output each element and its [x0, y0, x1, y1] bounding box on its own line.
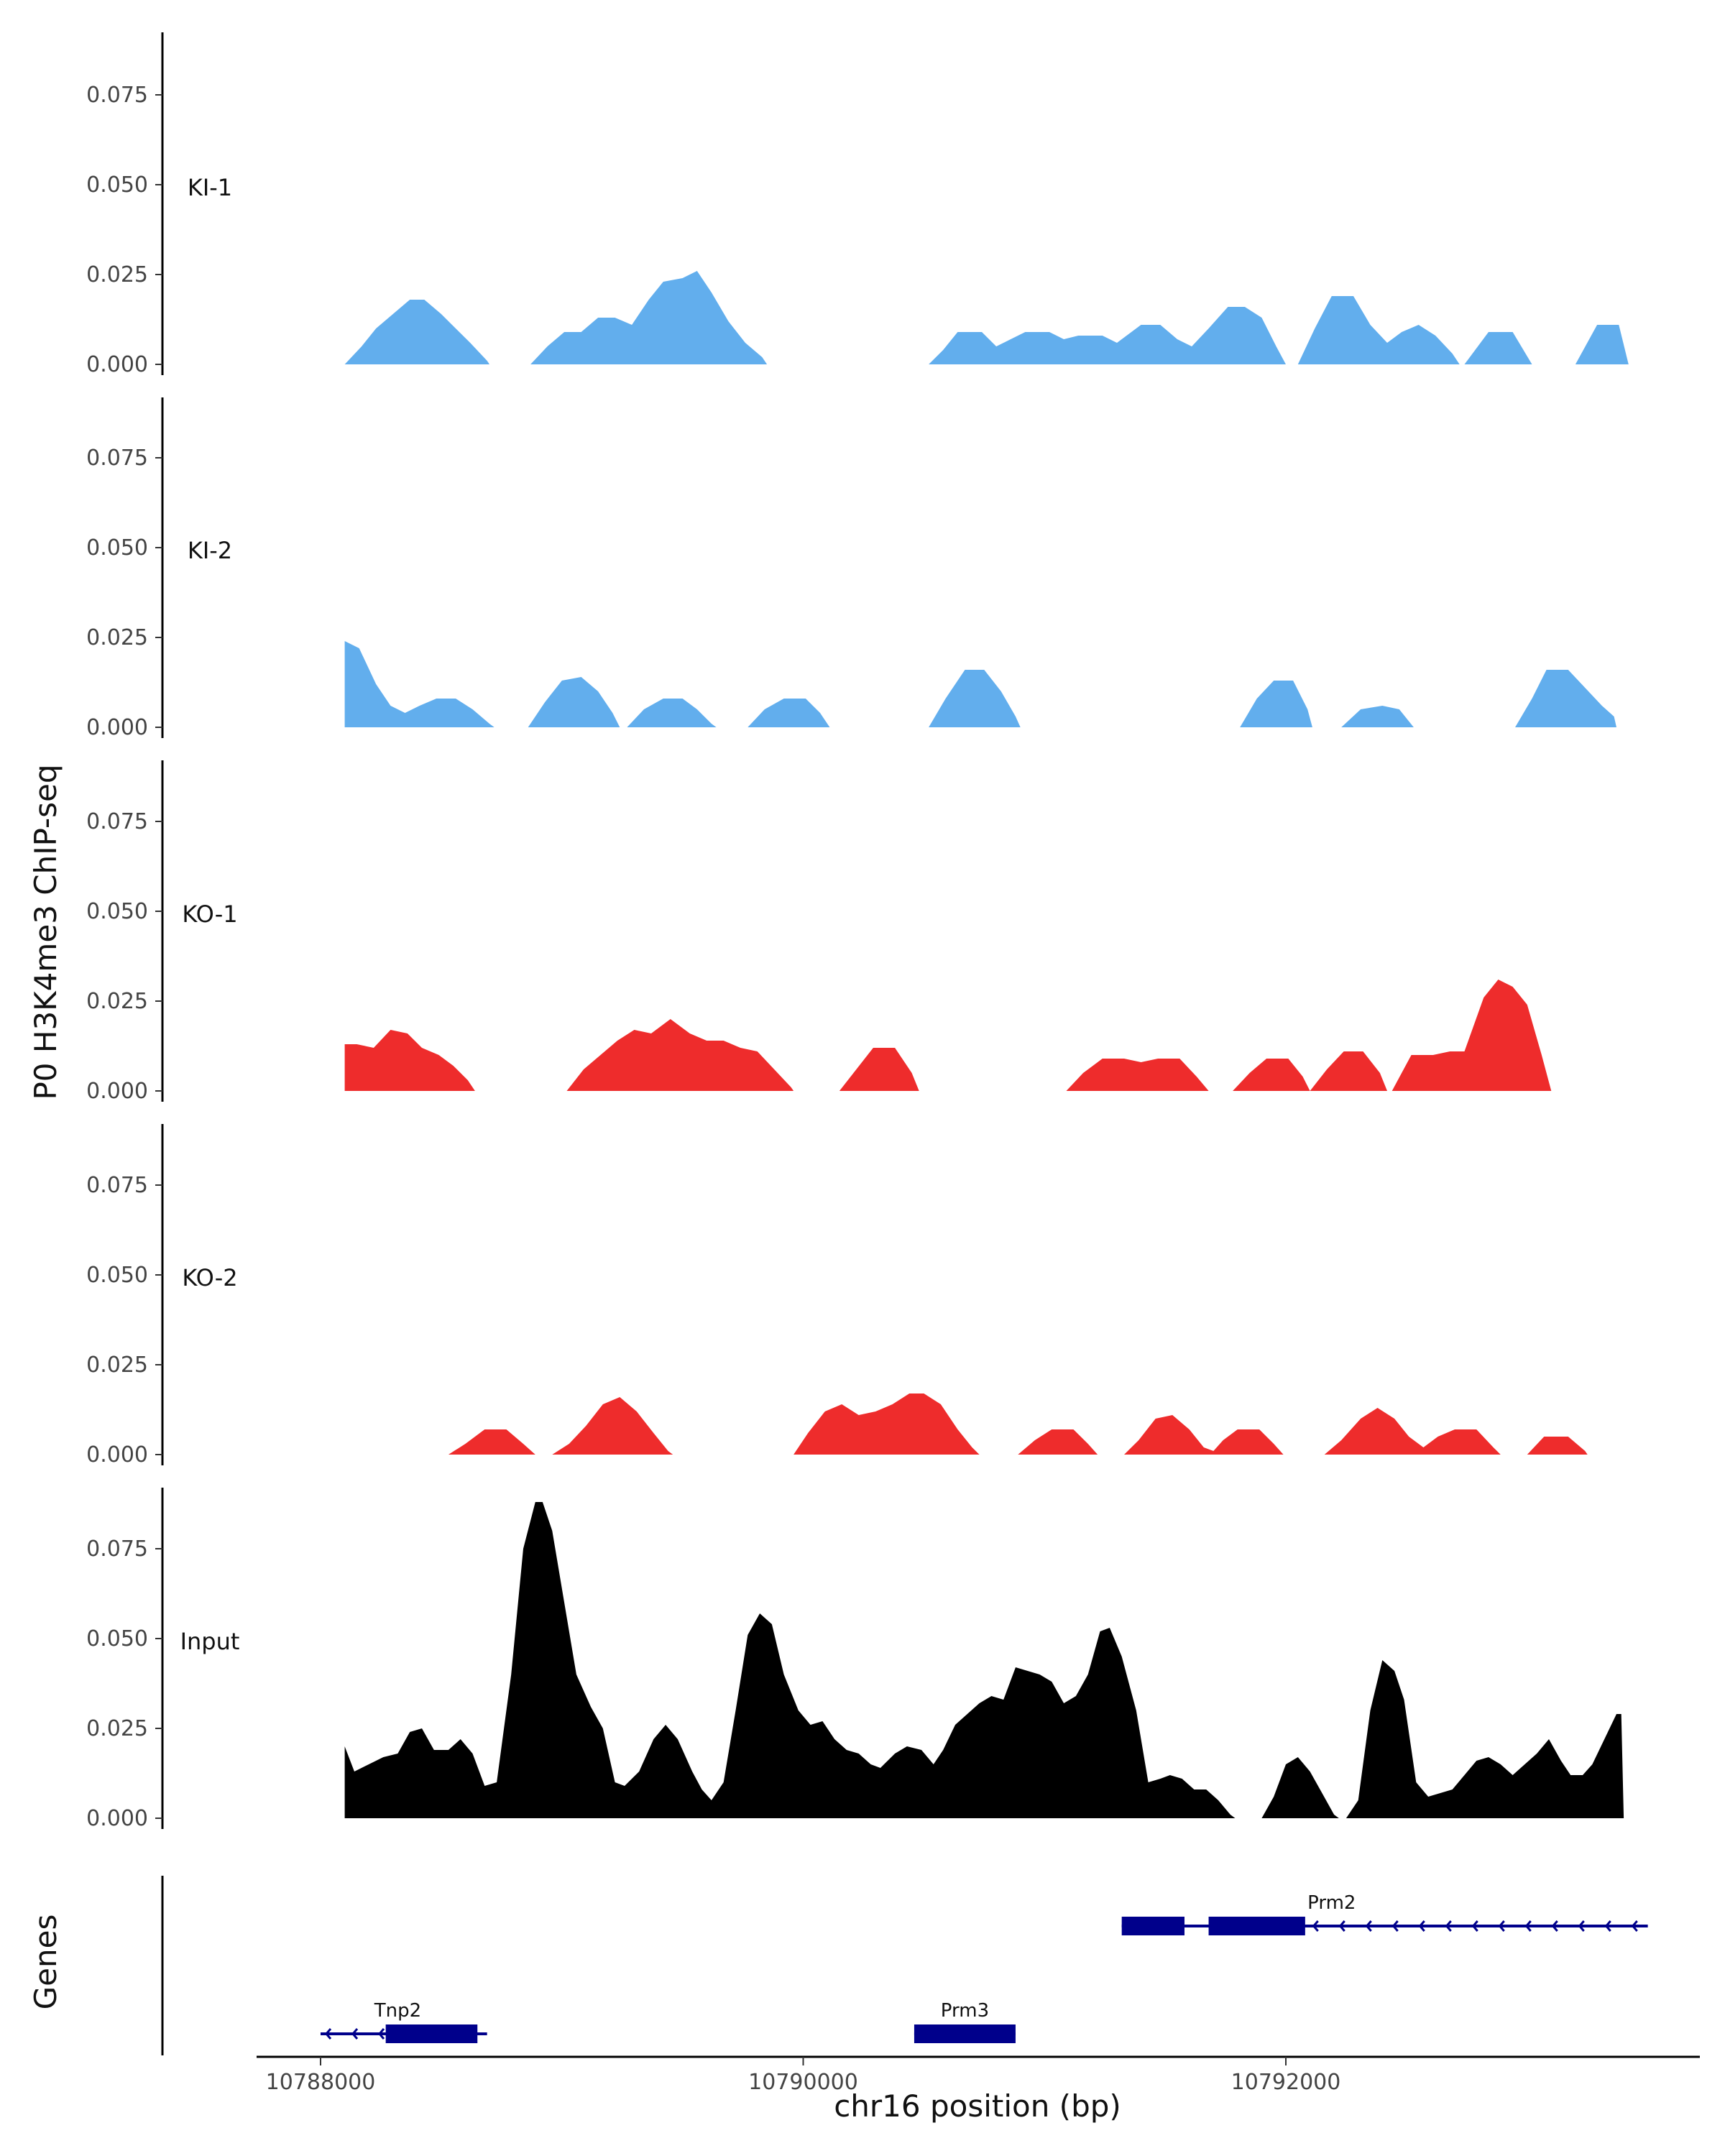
gene-prm2: Prm2 [1121, 1892, 1648, 1935]
gene-tnp2: Tnp2 [321, 2000, 487, 2043]
gene-exon [1208, 1917, 1305, 1935]
gene-exon [914, 2024, 1016, 2043]
strand-arrow [1604, 1920, 1611, 1932]
y-tick-label: 0.025 [86, 989, 148, 1014]
signal-peak [344, 1030, 475, 1091]
strand-arrow [1418, 1920, 1425, 1932]
signal-peak [1018, 1429, 1098, 1455]
strand-arrow [1471, 1920, 1478, 1932]
track-label: KI-2 [188, 537, 232, 564]
signal-peak [1346, 1660, 1624, 1818]
signal-peak [1261, 1757, 1339, 1818]
signal-peak [344, 300, 489, 364]
strand-arrow [1631, 1920, 1638, 1932]
gene-exon [1121, 1917, 1184, 1935]
strand-arrow [1578, 1920, 1585, 1932]
track-ko-2: 0.000 0.025 0.050 0.075 KO-2 [86, 1124, 1588, 1468]
strand-arrow [1551, 1920, 1558, 1932]
signal-peak [839, 1048, 919, 1091]
y-tick-label: 0.025 [86, 1716, 148, 1741]
signal-peak [1324, 1408, 1501, 1455]
y-tick-label: 0.000 [86, 1442, 148, 1468]
gene-label: Tnp2 [374, 2000, 421, 2022]
y-tick-label: 0.025 [86, 262, 148, 287]
signal-peak [794, 1393, 980, 1455]
strand-arrow [325, 2028, 332, 2040]
signal-peak [344, 1502, 1236, 1818]
signal-peak [1240, 681, 1312, 727]
y-tick-label: 0.000 [86, 1806, 148, 1831]
signal-peak [929, 307, 1286, 364]
signal-peak [448, 1429, 535, 1455]
gene-label: Prm3 [941, 2000, 989, 2022]
y-tick-label: 0.075 [86, 1173, 148, 1198]
gene-label: Prm2 [1307, 1892, 1356, 1914]
y-tick-label: 0.000 [86, 715, 148, 740]
y-tick-label: 0.000 [86, 352, 148, 377]
signal-peak [1310, 1051, 1387, 1091]
signal-peak [1464, 332, 1532, 364]
signal-peak [552, 1397, 673, 1455]
strand-arrow [1338, 1920, 1346, 1932]
y-tick-label: 0.025 [86, 625, 148, 650]
signal-peak [528, 677, 620, 727]
x-tick-label: 10790000 [748, 2070, 858, 2095]
strand-arrow [1524, 1920, 1532, 1932]
x-axis-title: chr16 position (bp) [834, 2088, 1121, 2124]
genes-group: Tnp2 Prm3 Prm2 [161, 1876, 1648, 2055]
track-input: 0.000 0.025 0.050 0.075 Input [86, 1488, 1624, 1831]
strand-arrow [1312, 1920, 1319, 1932]
signal-peak [1124, 1415, 1284, 1455]
strand-arrow [1392, 1920, 1399, 1932]
y-axis-title: P0 H3K4me3 ChIP-seq [28, 764, 63, 1100]
signal-peak [1066, 1059, 1209, 1091]
track-label: KO-2 [182, 1264, 237, 1291]
signal-peak [1527, 1437, 1588, 1455]
signal-peak [1515, 670, 1616, 727]
x-tick-label: 10792000 [1231, 2070, 1341, 2095]
x-axis: 10788000 10790000 10792000 [257, 2055, 1700, 2095]
x-tick-label: 10788000 [266, 2070, 376, 2095]
signal-peak [566, 1019, 794, 1091]
gene-prm3: Prm3 [914, 2000, 1016, 2043]
signal-peak [1233, 1059, 1310, 1091]
strand-arrow [378, 2028, 385, 2040]
y-tick-label: 0.075 [86, 83, 148, 108]
y-tick-label: 0.075 [86, 809, 148, 834]
gene-exon [385, 2024, 478, 2043]
genes-axis-title: Genes [28, 1915, 63, 2010]
signal-peak [344, 641, 494, 727]
strand-arrow [1365, 1920, 1372, 1932]
strand-arrow [1498, 1920, 1505, 1932]
signal-peak [627, 699, 717, 727]
track-ki-1: 0.000 0.025 0.050 0.075 KI-1 [86, 32, 1629, 377]
tracks-group: 0.0000.0250.0500.075KI-10.0000.0250.0500… [86, 32, 1629, 1831]
y-tick-label: 0.050 [86, 1626, 148, 1651]
y-tick-label: 0.050 [86, 535, 148, 561]
signal-peak [1575, 325, 1629, 364]
strand-arrow [1445, 1920, 1452, 1932]
track-label: KI-1 [188, 174, 232, 201]
y-tick-label: 0.075 [86, 446, 148, 471]
y-tick-label: 0.075 [86, 1537, 148, 1562]
signal-peak [1297, 296, 1460, 364]
y-tick-label: 0.050 [86, 899, 148, 924]
y-tick-label: 0.000 [86, 1079, 148, 1104]
track-ko-1: 0.000 0.025 0.050 0.075 KO-1 [86, 760, 1552, 1104]
signal-peak [748, 699, 830, 727]
y-tick-label: 0.025 [86, 1353, 148, 1378]
track-label: Input [180, 1628, 240, 1655]
signal-peak [1392, 980, 1552, 1091]
signal-peak [1341, 706, 1414, 727]
signal-peak [530, 271, 768, 364]
y-tick-label: 0.050 [86, 1263, 148, 1288]
y-tick-label: 0.050 [86, 172, 148, 198]
track-ki-2: 0.000 0.025 0.050 0.075 KI-2 [86, 397, 1616, 740]
signal-peak [929, 670, 1021, 727]
strand-arrow [351, 2028, 359, 2040]
track-label: KO-1 [182, 900, 237, 928]
